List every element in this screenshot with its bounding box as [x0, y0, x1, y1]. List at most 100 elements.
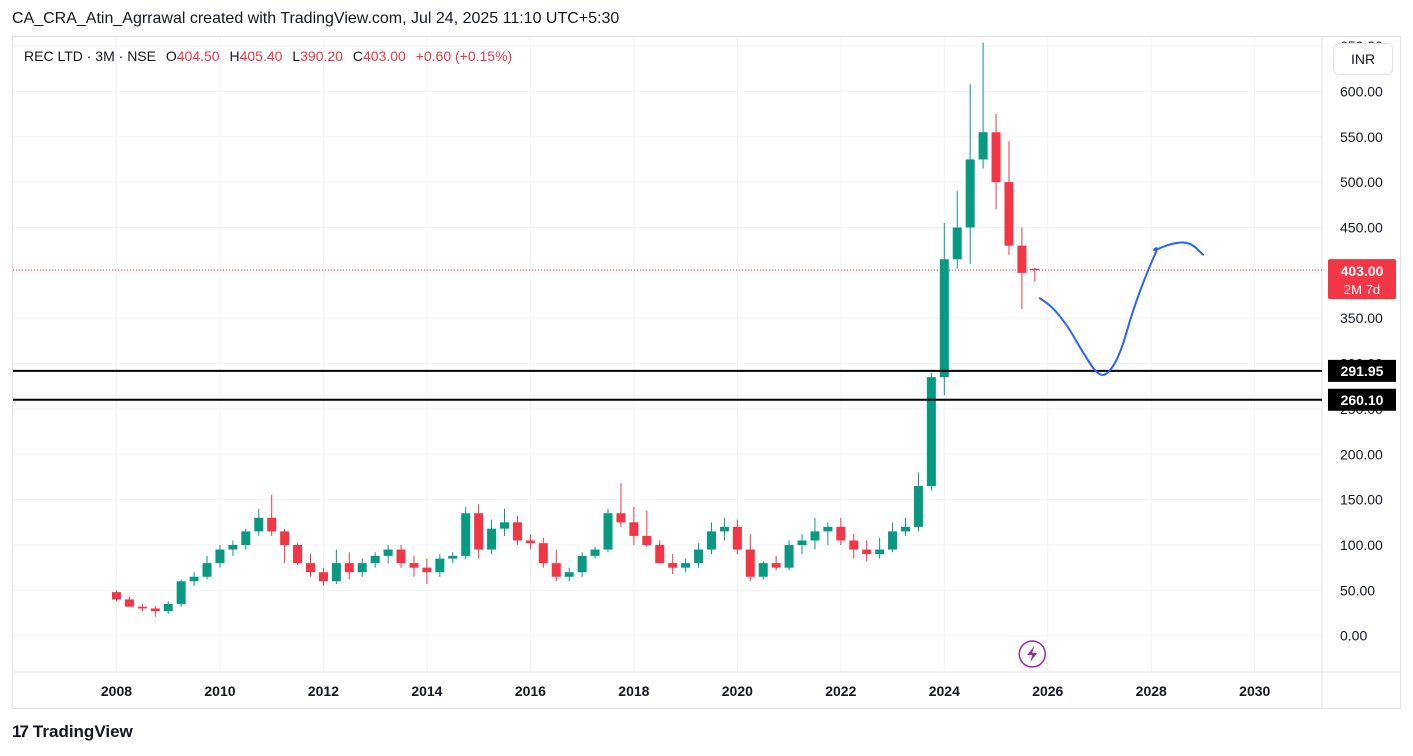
symbol-label[interactable]: REC LTD · 3M · NSE [24, 48, 156, 64]
candle-body[interactable] [603, 513, 613, 550]
tradingview-logo[interactable]: 17 TradingView [12, 722, 133, 742]
candle-body[interactable] [694, 549, 704, 564]
x-tick-label: 2008 [101, 683, 132, 699]
horizontal-line-label: 291.95 [1341, 363, 1384, 379]
candle-body[interactable] [745, 549, 755, 577]
close-value: 403.00 [362, 48, 406, 64]
candle-body[interactable] [719, 526, 729, 532]
candle-body[interactable] [642, 535, 652, 545]
horizontal-line-badge [1328, 388, 1396, 411]
candle-body[interactable] [1004, 182, 1014, 246]
candle-body[interactable] [228, 545, 238, 550]
candle-body[interactable] [836, 526, 846, 541]
close-label: C [352, 48, 363, 64]
candle-body[interactable] [681, 563, 691, 568]
projection-drawing[interactable] [1039, 241, 1204, 376]
candle-body[interactable] [202, 563, 212, 577]
candle-body[interactable] [344, 563, 354, 573]
x-tick-label: 2014 [411, 683, 442, 699]
y-tick-label: 450.00 [1340, 220, 1383, 236]
candle-body[interactable] [461, 513, 471, 556]
candle-body[interactable] [655, 545, 665, 564]
candle-body[interactable] [318, 572, 328, 582]
candle-body[interactable] [577, 555, 587, 573]
y-tick-label: 50.00 [1340, 582, 1375, 598]
candle-body[interactable] [500, 522, 510, 529]
candle-body[interactable] [616, 513, 626, 523]
candle-body[interactable] [189, 576, 199, 582]
candle-body[interactable] [849, 540, 859, 550]
candle-body[interactable] [409, 563, 419, 568]
candle-body[interactable] [629, 522, 639, 536]
candle-body[interactable] [668, 563, 678, 568]
candle-body[interactable] [758, 563, 768, 577]
candle-body[interactable] [901, 526, 910, 532]
open-value: 404.50 [176, 48, 220, 64]
y-tick-label: 500.00 [1340, 174, 1383, 190]
candle-body[interactable] [590, 549, 600, 556]
candle-body[interactable] [926, 377, 936, 487]
candle-body[interactable] [254, 517, 264, 532]
candle-body[interactable] [474, 513, 484, 550]
candle-body[interactable] [111, 592, 121, 600]
low-value: 390.20 [300, 48, 343, 64]
chart-caption: CA_CRA_Atin_Agrrawal created with Tradin… [12, 10, 620, 27]
candle-body[interactable] [978, 132, 988, 160]
candle-body[interactable] [163, 603, 173, 612]
candle-body[interactable] [1017, 245, 1027, 273]
candle-body[interactable] [888, 531, 898, 550]
candle-body[interactable] [784, 545, 794, 568]
candle-body[interactable] [810, 531, 820, 541]
x-tick-label: 2020 [722, 683, 753, 699]
y-tick-label: 350.00 [1340, 310, 1383, 326]
candle-body[interactable] [150, 608, 160, 612]
candle-body[interactable] [732, 526, 742, 550]
change-value: +0.60 (+0.15%) [415, 48, 513, 64]
chart-pane[interactable] [12, 36, 1401, 709]
candle-body[interactable] [706, 531, 716, 550]
candle-body[interactable] [771, 563, 781, 568]
candle-body[interactable] [512, 522, 522, 541]
candle-body[interactable] [991, 132, 1001, 183]
candle-body[interactable] [396, 549, 406, 564]
candle-body[interactable] [1030, 268, 1040, 271]
candle-body[interactable] [448, 555, 458, 559]
currency-button[interactable]: INR [1333, 43, 1393, 75]
candle-body[interactable] [422, 567, 432, 573]
candle-body[interactable] [306, 563, 315, 573]
candle-body[interactable] [939, 259, 949, 378]
candle-body[interactable] [823, 526, 833, 532]
candle-body[interactable] [370, 555, 380, 564]
candle-body[interactable] [913, 486, 923, 527]
candle-body[interactable] [875, 549, 885, 555]
candle-body[interactable] [241, 531, 251, 545]
candle-body[interactable] [797, 540, 807, 545]
candle-body[interactable] [383, 549, 393, 556]
candle-body[interactable] [331, 563, 341, 582]
candle-body[interactable] [487, 528, 497, 550]
candle-body[interactable] [952, 227, 962, 260]
candle-body[interactable] [137, 606, 147, 609]
candle-body[interactable] [124, 599, 134, 607]
x-tick-label: 2016 [515, 683, 546, 699]
high-label: H [229, 48, 240, 64]
candle-body[interactable] [215, 549, 225, 564]
y-tick-label: 600.00 [1340, 83, 1383, 99]
candle-body[interactable] [965, 159, 975, 228]
candle-body[interactable] [525, 540, 535, 544]
candle-body[interactable] [435, 558, 445, 573]
candle-body[interactable] [551, 563, 561, 577]
x-tick-label: 2012 [308, 683, 339, 699]
candle-body[interactable] [538, 543, 548, 564]
candle-body[interactable] [293, 545, 303, 564]
candle-body[interactable] [267, 517, 277, 532]
x-tick-label: 2022 [825, 683, 856, 699]
candle-body[interactable] [280, 531, 290, 545]
candle-body[interactable] [564, 572, 574, 577]
candle-body[interactable] [176, 581, 186, 604]
x-tick-label: 2010 [204, 683, 235, 699]
y-tick-label: 0.00 [1340, 628, 1367, 644]
candle-body[interactable] [862, 549, 872, 555]
candle-body[interactable] [357, 563, 367, 573]
